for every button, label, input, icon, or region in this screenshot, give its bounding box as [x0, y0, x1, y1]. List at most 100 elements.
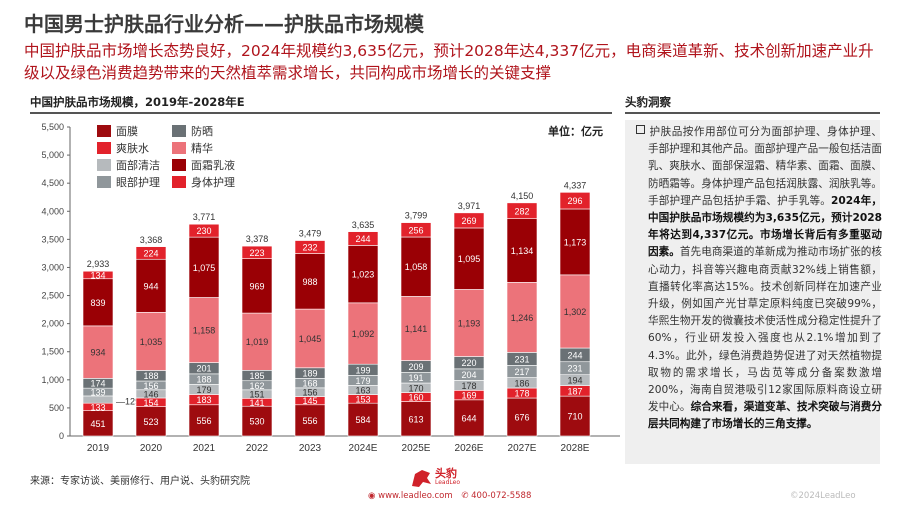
data-label: 1,158: [193, 326, 216, 336]
leadleo-logo: 头豹 LeadLeo: [410, 468, 460, 488]
legend-swatch: [97, 175, 111, 188]
data-label: 199: [355, 365, 370, 375]
data-label: 156: [143, 381, 158, 391]
bar-segment: [506, 397, 538, 437]
data-label: 530: [249, 417, 264, 427]
y-tick-label: 3,000: [41, 262, 64, 272]
total-label: 3,799: [405, 211, 428, 221]
total-label: 3,479: [299, 229, 322, 239]
data-label: 556: [196, 416, 211, 426]
data-label: 584: [355, 415, 370, 425]
data-label: 220: [461, 358, 476, 368]
stacked-bar-chart: 0 500 1,000 1,500 2,000 2,500 3,000 3,500 4,000 4…: [41, 122, 620, 454]
y-tick-label: 0: [59, 431, 64, 441]
bar-segment: [241, 312, 273, 371]
data-label: 1,023: [352, 270, 375, 280]
total-label: 2,933: [87, 259, 110, 269]
bar-segment: [453, 399, 485, 437]
data-label: 153: [355, 394, 370, 404]
data-label: 1,141: [405, 324, 428, 334]
data-label: 451: [90, 419, 105, 429]
bar-segment: [506, 202, 538, 219]
bar-segment: [294, 240, 326, 254]
legend-label: 爽肤水: [116, 141, 149, 155]
data-label: 188: [196, 375, 211, 385]
legend-label: 面部清洁: [116, 158, 160, 172]
data-label: 185: [249, 371, 264, 381]
bar-segment: [347, 302, 379, 365]
legend-item: 精华: [172, 140, 235, 155]
data-label: 217: [514, 367, 529, 377]
y-tick-label: 3,500: [41, 234, 64, 244]
bar-segment: [188, 297, 220, 363]
total-label: 3,635: [352, 220, 375, 230]
data-label: 169: [461, 391, 476, 401]
bar-segment: [82, 410, 114, 437]
insight-conclusion: 综合来看，渠道变革、技术突破与消费分层共同构建了市场增长的三角支撑。: [648, 401, 883, 431]
data-label: 183: [196, 395, 211, 405]
insight-panel: [625, 120, 880, 464]
data-label: 282: [514, 206, 529, 216]
data-label: 1,058: [405, 262, 428, 272]
bar-segment: [347, 402, 379, 437]
data-label: 151: [249, 390, 264, 400]
bar-segment: [294, 308, 326, 369]
bar-segment: [294, 404, 326, 437]
data-label: 934: [90, 348, 105, 358]
chart-legend: 面膜 防晒 爽肤水 精华 面部清洁 面霜乳液 眼部护理 身体护理: [97, 123, 235, 189]
data-label: 187: [567, 386, 582, 396]
bar-segment: [188, 404, 220, 437]
data-label: 146: [143, 389, 158, 399]
legend-item: 防晒: [172, 123, 235, 138]
bar-segment: [453, 289, 485, 357]
total-label: 3,368: [140, 235, 163, 245]
data-label: 224: [143, 248, 158, 258]
legend-label: 面膜: [116, 124, 138, 138]
legend-swatch: [97, 124, 111, 137]
data-label: 162: [249, 381, 264, 391]
data-label: 179: [355, 376, 370, 386]
total-label: 3,771: [193, 212, 216, 222]
data-label: 160: [408, 393, 423, 403]
bar-segment: [188, 223, 220, 238]
bar-segment: [559, 208, 591, 276]
data-label: 230: [196, 226, 211, 236]
data-label: 145: [302, 396, 317, 406]
bar-segment: [559, 192, 591, 210]
data-label: 644: [461, 413, 476, 423]
legend-label: 眼部护理: [116, 175, 160, 189]
total-label: 3,971: [458, 201, 481, 211]
data-label: 244: [355, 234, 370, 244]
data-label: 1,134: [511, 246, 534, 256]
logo-text: 头豹: [435, 467, 457, 480]
bar-segment: [241, 405, 273, 437]
bar-segment: [135, 406, 167, 437]
legend-item: 面部清洁: [97, 157, 160, 172]
data-label: 201: [196, 364, 211, 374]
bar-segment: [453, 212, 485, 229]
divider: [625, 112, 880, 114]
insight-paragraph: 首先电商渠道的革新成为推动市场扩张的核心动力，抖音等兴趣电商贡献32%线上销售额…: [648, 246, 883, 414]
data-label: 244: [567, 350, 582, 360]
data-label: 141: [249, 398, 264, 408]
data-label: 154: [143, 398, 158, 408]
data-label: 188: [143, 371, 158, 381]
data-label: 1,193: [458, 318, 481, 328]
y-tick-label: 4,500: [41, 178, 64, 188]
page-subtitle: 中国护肤品市场增长态势良好，2024年规模约3,635亿元，预计2028年达4,…: [24, 42, 874, 82]
data-label: 170: [408, 383, 423, 393]
data-label: 189: [302, 369, 317, 379]
bar-segment: [400, 222, 432, 238]
data-label: 1,302: [564, 307, 587, 317]
legend-swatch: [172, 175, 186, 188]
checkbox-bullet-icon: [636, 125, 645, 134]
bar-segment: [559, 274, 591, 349]
data-label: 969: [249, 281, 264, 291]
data-label: 1,019: [246, 337, 269, 347]
website-link[interactable]: www.leadleo.com: [378, 491, 453, 501]
data-label: 194: [567, 376, 582, 386]
legend-swatch: [172, 141, 186, 154]
data-label: 231: [514, 354, 529, 364]
total-label: 4,150: [511, 191, 534, 201]
